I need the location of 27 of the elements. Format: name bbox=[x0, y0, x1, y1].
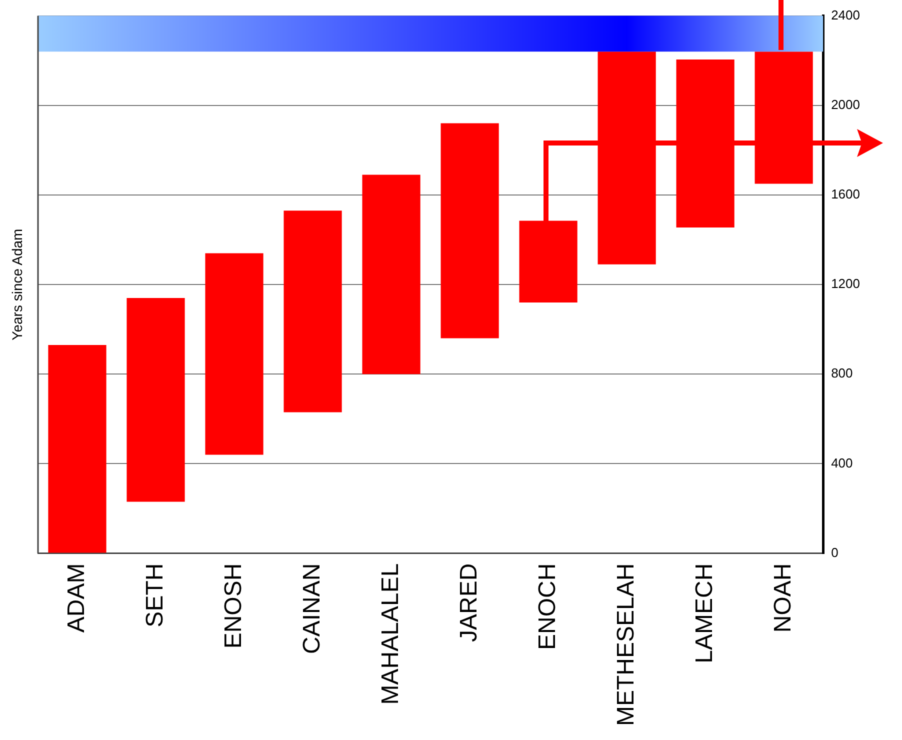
x-tick-label: JARED bbox=[455, 563, 482, 642]
y-tick-label: 1200 bbox=[831, 276, 860, 292]
y-tick-label: 1600 bbox=[831, 186, 860, 202]
x-tick-label: LAMECH bbox=[690, 563, 718, 664]
y-tick-label: 2000 bbox=[831, 96, 860, 112]
x-tick-label: ENOSH bbox=[220, 563, 247, 649]
y-tick-label: 2400 bbox=[831, 7, 860, 22]
bar bbox=[362, 174, 420, 374]
bar bbox=[284, 210, 342, 412]
bar bbox=[126, 298, 185, 502]
bar bbox=[205, 253, 264, 455]
x-tick-label: NOAH bbox=[769, 563, 796, 633]
y-tick-label: 0 bbox=[831, 544, 838, 560]
x-tick-label: MAHALALEL bbox=[376, 563, 404, 705]
y-axis-title: Years since Adam bbox=[8, 228, 25, 340]
bar bbox=[519, 220, 578, 302]
bar bbox=[598, 52, 656, 264]
x-tick-label: ADAM bbox=[62, 563, 90, 633]
x-tick-label: METHESELAH bbox=[612, 563, 640, 726]
y-tick-label: 800 bbox=[831, 366, 853, 381]
bar bbox=[440, 123, 499, 338]
bar bbox=[48, 345, 106, 553]
x-tick-label: CAINAN bbox=[298, 563, 326, 654]
y-tick-label: 400 bbox=[831, 455, 853, 470]
x-tick-label: SETH bbox=[141, 563, 168, 628]
bar bbox=[676, 59, 734, 228]
x-tick-label: ENOCH bbox=[534, 563, 561, 650]
